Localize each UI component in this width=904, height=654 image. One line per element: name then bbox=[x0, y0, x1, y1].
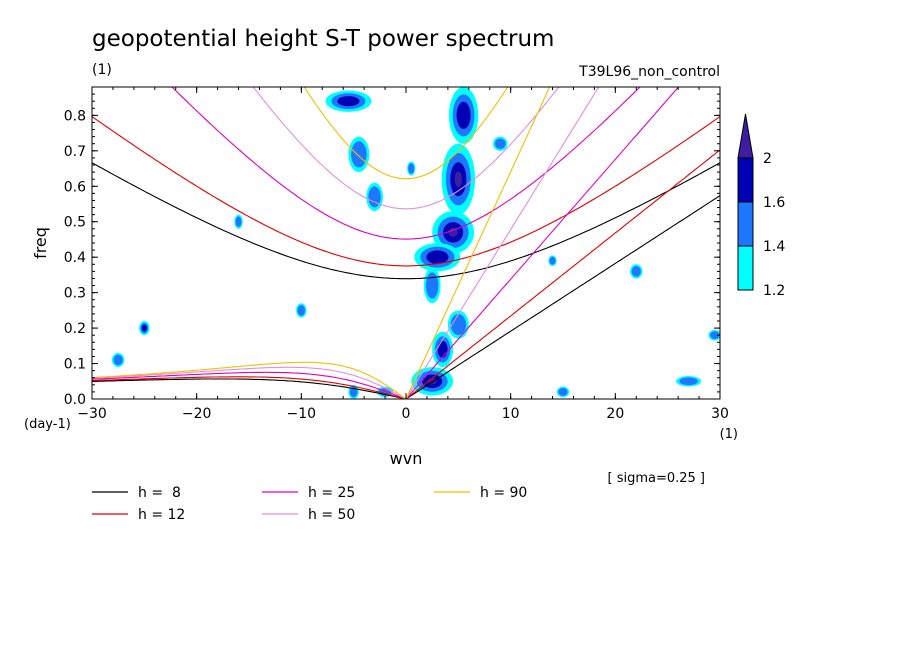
x-axis-label: wvn bbox=[390, 449, 423, 468]
curve-h8-ig bbox=[92, 162, 720, 280]
y-tick-label: 0.5 bbox=[64, 215, 86, 231]
power-contour-16-level-1 bbox=[679, 377, 698, 386]
power-contour-12-level-1 bbox=[494, 138, 506, 149]
power-contour-11-level-1 bbox=[408, 163, 415, 174]
colorbar-swatch-1 bbox=[737, 201, 754, 247]
power-contour-8-level-2 bbox=[337, 96, 360, 107]
y-axis: 0.0 0.1 0.2 0.3 0.4 0.5 0.6 0.7 0.8 bbox=[64, 93, 720, 408]
sigma-note: [ sigma=0.25 ] bbox=[607, 471, 705, 486]
y-tick-label: 0.7 bbox=[64, 144, 86, 160]
plot-frame bbox=[91, 86, 721, 400]
curve-h8-kelvin bbox=[405, 195, 720, 399]
power-contour-10-level-1 bbox=[368, 186, 381, 208]
legend-label-h25: h = 25 bbox=[308, 485, 355, 501]
y-tick-label: 0.1 bbox=[64, 357, 86, 373]
x-axis: −30 −20 −10 0 10 20 30 bbox=[77, 87, 729, 422]
power-contour-0-level-2 bbox=[456, 101, 471, 129]
x-tick-label: 20 bbox=[606, 406, 624, 422]
power-contour-3-level-2 bbox=[426, 250, 449, 264]
x-tick-label: 10 bbox=[502, 406, 520, 422]
curve-h8-rossby bbox=[92, 378, 407, 399]
curve-h90-kelvin bbox=[405, 87, 551, 399]
x-tick-label: −30 bbox=[77, 406, 107, 422]
colorbar: 1.2 1.4 1.6 2 bbox=[737, 113, 785, 299]
curve-h12-kelvin bbox=[405, 149, 720, 399]
curve-h25-ig bbox=[171, 87, 641, 240]
curve-h12-rossby bbox=[92, 376, 407, 399]
colorbar-swatch-0 bbox=[737, 245, 754, 291]
chart-title: geopotential height S-T power spectrum bbox=[92, 26, 554, 52]
power-contour-1-level-3 bbox=[454, 171, 463, 187]
legend-label-h50: h = 50 bbox=[308, 507, 355, 523]
curve-h50-rossby bbox=[92, 366, 407, 399]
chart-subtitle-left: (1) bbox=[92, 62, 112, 78]
legend: h = 8 h = 12 h = 25 h = 50 h = 90 bbox=[92, 485, 527, 523]
colorbar-triangle bbox=[737, 113, 754, 159]
power-contour-22-level-1 bbox=[297, 305, 306, 316]
colorbar-label-3: 2 bbox=[763, 151, 772, 167]
legend-label-h12: h = 12 bbox=[138, 507, 185, 523]
y-axis-label: freq bbox=[31, 227, 50, 259]
curve-h50-kelvin bbox=[405, 87, 600, 399]
dispersion-curves bbox=[92, 87, 720, 399]
power-contour-6-level-2 bbox=[437, 340, 448, 358]
colorbar-label-0: 1.2 bbox=[763, 283, 785, 299]
y-tick-label: 0.0 bbox=[64, 392, 86, 408]
power-contour-21-level-1 bbox=[235, 216, 242, 227]
chart-subtitle-right: T39L96_non_control bbox=[578, 64, 720, 80]
power-contour-13-level-2 bbox=[141, 324, 147, 332]
x-tick-label: −20 bbox=[182, 406, 212, 422]
y-axis-unit: (day-1) bbox=[24, 417, 71, 432]
colorbar-label-2: 1.6 bbox=[763, 195, 785, 211]
legend-label-h90: h = 90 bbox=[480, 485, 527, 501]
plot-area bbox=[111, 87, 720, 399]
y-tick-label: 0.4 bbox=[64, 250, 86, 266]
y-tick-label: 0.3 bbox=[64, 286, 86, 302]
x-axis-unit: (1) bbox=[720, 427, 738, 442]
power-contour-9-level-1 bbox=[351, 141, 367, 168]
curve-h90-ig bbox=[303, 87, 509, 180]
curve-h90-rossby bbox=[92, 361, 407, 399]
x-tick-label: −10 bbox=[287, 406, 317, 422]
x-tick-label: 30 bbox=[711, 406, 729, 422]
y-tick-label: 0.6 bbox=[64, 179, 86, 195]
power-contour-20-level-1 bbox=[710, 331, 720, 340]
power-contour-14-level-1 bbox=[113, 354, 123, 366]
curve-h50-ig bbox=[252, 87, 560, 210]
y-tick-label: 0.2 bbox=[64, 321, 86, 337]
power-contour-17-level-1 bbox=[558, 387, 568, 396]
y-tick-label: 0.8 bbox=[64, 108, 86, 124]
curve-h25-kelvin bbox=[405, 87, 680, 399]
curve-h25-rossby bbox=[92, 371, 407, 399]
legend-label-h8: h = 8 bbox=[138, 485, 181, 501]
colorbar-swatch-2 bbox=[737, 157, 754, 203]
power-contour-23-level-1 bbox=[549, 256, 556, 265]
curve-h12-ig bbox=[92, 116, 720, 267]
power-contour-15-level-1 bbox=[631, 266, 641, 277]
power-contour-5-level-1 bbox=[450, 314, 467, 336]
x-tick-label: 0 bbox=[402, 406, 411, 422]
power-contour-2-level-3 bbox=[448, 227, 458, 238]
power-contour-4-level-1 bbox=[425, 272, 439, 299]
colorbar-label-1: 1.4 bbox=[763, 239, 785, 255]
